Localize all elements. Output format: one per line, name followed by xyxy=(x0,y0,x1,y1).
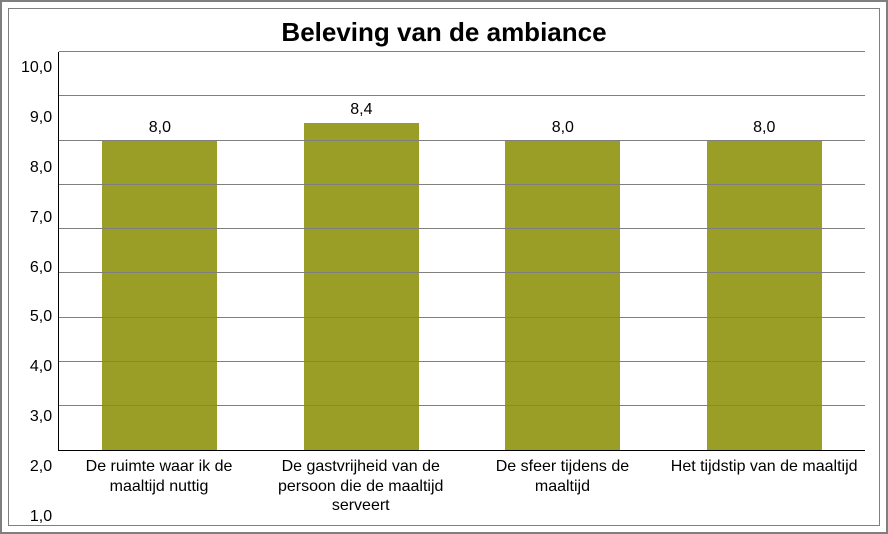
x-tick-label: De ruimte waar ik de maaltijd nuttig xyxy=(58,451,260,517)
y-tick-label: 5,0 xyxy=(30,309,52,325)
chart-body: 10,09,08,07,06,05,04,03,02,01,0 8,08,48,… xyxy=(9,52,879,525)
bar-value-label: 8,0 xyxy=(664,119,865,137)
bar-value-label: 8,4 xyxy=(261,101,462,119)
bar-slot: 8,0 xyxy=(664,52,865,450)
bar-value-label: 8,0 xyxy=(462,119,663,137)
chart-inner-border: Beleving van de ambiance 10,0 9,0 8,0 7,0 6,… xyxy=(8,8,880,526)
bar-slot: 8,0 xyxy=(462,52,663,450)
gridline xyxy=(59,51,865,52)
bars-layer: 8,08,48,08,0 xyxy=(59,52,865,450)
bar xyxy=(102,141,217,451)
y-tick-label: 2,0 xyxy=(30,459,52,475)
y-tick-label: 10,0 xyxy=(21,60,52,76)
gridline xyxy=(59,95,865,96)
y-tick-label: 3,0 xyxy=(30,409,52,425)
plot-column: 8,08,48,08,0 De ruimte waar ik de maalti… xyxy=(58,52,865,517)
plot-area: 8,08,48,08,0 xyxy=(58,52,865,451)
x-tick-label: De sfeer tijdens de maaltijd xyxy=(462,451,664,517)
gridline xyxy=(59,272,865,273)
bar-slot: 8,0 xyxy=(59,52,260,450)
y-tick-label: 4,0 xyxy=(30,359,52,375)
y-tick-label: 8,0 xyxy=(30,160,52,176)
bar xyxy=(707,141,822,451)
gridline xyxy=(59,184,865,185)
bar xyxy=(505,141,620,451)
gridline xyxy=(59,361,865,362)
y-tick-label: 1,0 xyxy=(30,509,52,525)
x-axis: De ruimte waar ik de maaltijd nuttigDe g… xyxy=(58,451,865,517)
y-tick-label: 7,0 xyxy=(30,210,52,226)
gridline xyxy=(59,228,865,229)
gridline xyxy=(59,317,865,318)
y-tick-label: 6,0 xyxy=(30,260,52,276)
chart-outer-border: Beleving van de ambiance 10,0 9,0 8,0 7,0 6,… xyxy=(0,0,888,534)
bar-slot: 8,4 xyxy=(261,52,462,450)
gridline xyxy=(59,140,865,141)
gridline xyxy=(59,405,865,406)
bar-value-label: 8,0 xyxy=(59,119,260,137)
x-tick-label: Het tijdstip van de maaltijd xyxy=(663,451,865,517)
bar xyxy=(304,123,419,451)
chart-title: Beleving van de ambiance xyxy=(9,9,879,52)
x-tick-label: De gastvrijheid van de persoon die de ma… xyxy=(260,451,462,517)
y-tick-label: 9,0 xyxy=(30,110,52,126)
y-axis: 10,09,08,07,06,05,04,03,02,01,0 xyxy=(9,52,58,517)
